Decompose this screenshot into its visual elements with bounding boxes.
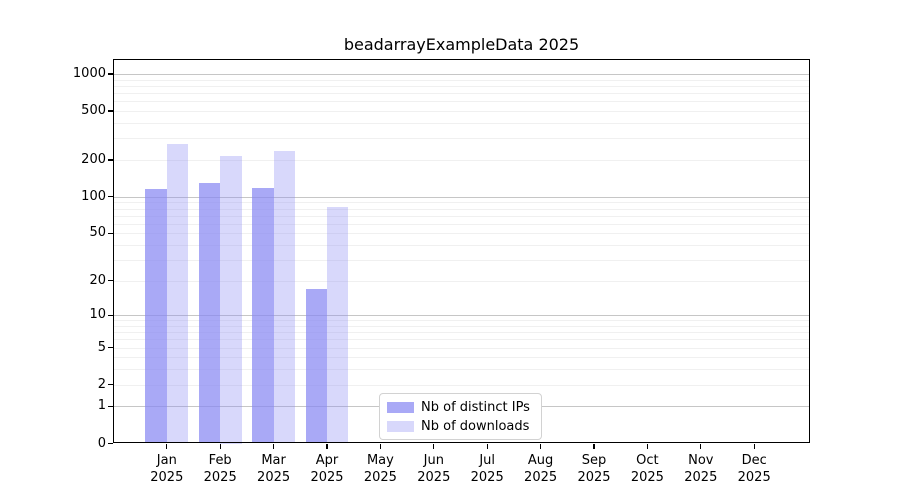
x-axis-tick [219, 443, 221, 449]
gridline-major [113, 74, 810, 75]
legend-label-distinct-ips: Nb of distinct IPs [421, 399, 530, 415]
x-axis-tick [166, 443, 168, 449]
y-axis-tick [108, 442, 113, 445]
x-tick-label-may: May 2025 [363, 453, 397, 485]
y-tick-label: 20 [89, 272, 106, 288]
bar-downloads-jan [166, 143, 189, 444]
legend-label-downloads: Nb of downloads [421, 418, 530, 434]
y-axis-tick [108, 384, 113, 386]
y-axis-tick [108, 314, 113, 316]
y-axis-tick [108, 347, 113, 349]
y-tick-label: 5 [97, 339, 106, 355]
bar-downloads-mar [273, 151, 295, 444]
legend: Nb of distinct IPs Nb of downloads [379, 393, 542, 440]
y-tick-label: 50 [89, 225, 106, 241]
gridline-minor [113, 202, 810, 204]
y-axis-tick [108, 232, 113, 234]
gridline-minor [113, 111, 810, 112]
gridline-minor [113, 101, 810, 103]
y-tick-label: 500 [81, 103, 106, 118]
bar-distinct-ips-jan [145, 189, 167, 444]
gridline-minor [113, 122, 810, 124]
legend-item-downloads: Nb of downloads [387, 418, 533, 434]
gridline-minor [113, 280, 810, 282]
y-axis-tick [108, 73, 113, 75]
legend-item-distinct-ips: Nb of distinct IPs [387, 399, 533, 415]
gridline-minor [113, 369, 810, 371]
gridline-minor [113, 208, 810, 210]
bar-distinct-ips-feb [198, 182, 221, 444]
gridline-minor [113, 357, 810, 359]
legend-swatch-distinct-ips [387, 401, 414, 413]
x-tick-label-jun: Jun 2025 [417, 453, 451, 485]
chart-title: beadarrayExampleData 2025 [343, 35, 580, 54]
gridline-minor [113, 259, 810, 261]
x-tick-label-oct: Oct 2025 [630, 453, 664, 485]
x-tick-label-sep: Sep 2025 [577, 453, 611, 485]
gridline-minor [113, 93, 810, 95]
x-tick-label-feb: Feb 2025 [203, 453, 237, 485]
gridline-minor [113, 347, 810, 349]
y-axis-tick [108, 405, 113, 408]
gridline-minor [113, 320, 810, 322]
gridline-minor [113, 332, 810, 334]
bar-downloads-apr [327, 207, 349, 444]
y-tick-label: 1 [97, 398, 106, 414]
gridline-minor [113, 233, 810, 235]
x-tick-label-jan: Jan 2025 [150, 453, 184, 485]
gridline-minor [113, 326, 810, 327]
x-axis-tick [379, 443, 382, 449]
bar-distinct-ips-mar [252, 187, 274, 444]
gridline-major [113, 315, 810, 317]
y-tick-label: 100 [81, 188, 106, 204]
gridline-minor [113, 159, 810, 161]
gridline-minor [113, 244, 810, 246]
gridline-minor [113, 223, 810, 225]
gridline-minor [113, 384, 810, 386]
gridline-minor [113, 215, 810, 217]
x-axis-tick [646, 443, 649, 449]
x-axis-tick [326, 443, 328, 449]
gridline-minor [113, 339, 810, 341]
y-tick-label: 1000 [72, 66, 106, 81]
y-tick-label: 10 [89, 307, 106, 323]
bar-distinct-ips-apr [305, 288, 327, 444]
x-axis-tick [433, 443, 435, 449]
bar-downloads-feb [220, 156, 242, 444]
y-axis-tick [108, 110, 113, 112]
x-axis-tick [486, 443, 488, 449]
x-axis-tick [540, 443, 542, 449]
gridline-minor [113, 79, 810, 81]
y-tick-label: 200 [81, 151, 106, 167]
y-tick-label: 0 [97, 435, 106, 451]
x-tick-label-apr: Apr 2025 [310, 453, 344, 485]
legend-swatch-downloads [387, 420, 414, 432]
y-tick-label: 2 [97, 376, 106, 392]
x-tick-label-dec: Dec 2025 [737, 453, 771, 485]
y-axis-tick [108, 159, 113, 161]
x-axis-tick [753, 443, 755, 449]
gridline-minor [113, 85, 810, 87]
x-tick-label-nov: Nov 2025 [684, 453, 718, 485]
x-axis-tick [273, 443, 275, 449]
x-tick-label-aug: Aug 2025 [524, 453, 558, 485]
gridline-major [113, 196, 810, 198]
y-axis-tick [108, 196, 113, 198]
x-tick-label-mar: Mar 2025 [257, 453, 291, 485]
x-tick-label-jul: Jul 2025 [470, 453, 504, 485]
y-axis-tick [108, 280, 113, 282]
x-axis-tick [593, 443, 595, 449]
x-axis-tick [700, 443, 702, 449]
gridline-minor [113, 138, 810, 140]
